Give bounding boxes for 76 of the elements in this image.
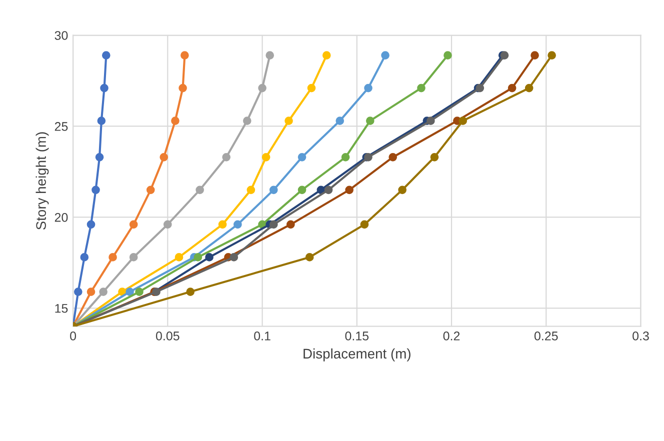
point xyxy=(286,220,295,229)
point xyxy=(205,253,214,262)
point xyxy=(246,186,256,194)
point xyxy=(186,288,195,296)
point xyxy=(426,116,435,125)
point xyxy=(135,288,144,296)
point xyxy=(196,186,204,194)
point xyxy=(129,253,138,262)
point xyxy=(305,253,314,262)
point xyxy=(322,51,331,60)
point xyxy=(180,51,189,60)
point xyxy=(307,84,316,92)
point xyxy=(129,220,138,229)
point xyxy=(100,84,108,92)
point xyxy=(269,186,278,194)
point xyxy=(92,186,100,194)
y-axis-title: Story height (m) xyxy=(36,132,49,230)
point xyxy=(341,152,350,162)
point xyxy=(146,186,155,194)
y-tick-label: 30 xyxy=(54,31,68,40)
x-tick-label: 0.2 xyxy=(443,332,460,340)
point xyxy=(360,220,369,229)
point xyxy=(364,84,372,92)
point xyxy=(381,51,390,60)
point xyxy=(262,152,270,162)
point xyxy=(86,220,96,229)
point xyxy=(324,186,333,194)
point xyxy=(269,220,278,229)
point xyxy=(174,253,184,262)
point xyxy=(258,84,266,92)
point xyxy=(163,220,172,229)
x-axis-title: Displacement (m) xyxy=(304,348,410,362)
x-tick-label: 0.05 xyxy=(156,332,180,340)
point xyxy=(234,220,242,229)
x-tick-label: 0.25 xyxy=(534,332,558,340)
point xyxy=(298,152,306,162)
point xyxy=(99,288,108,296)
point xyxy=(242,116,252,125)
point xyxy=(284,116,293,125)
x-tick-label: 0.15 xyxy=(345,332,369,340)
point xyxy=(230,253,238,262)
point xyxy=(458,116,468,125)
y-tick-label: 20 xyxy=(54,212,68,222)
y-tick-label: 15 xyxy=(55,304,68,313)
point xyxy=(548,51,556,60)
point xyxy=(398,186,406,194)
y-tick-label: 25 xyxy=(54,122,68,131)
point xyxy=(108,253,117,262)
point xyxy=(74,288,82,296)
point xyxy=(417,84,426,92)
point xyxy=(266,51,274,60)
point xyxy=(508,84,516,92)
x-tick-label: 0 xyxy=(70,332,76,340)
point xyxy=(430,152,439,162)
x-tick-label: 0.1 xyxy=(254,332,270,340)
point xyxy=(97,116,106,125)
point xyxy=(218,220,227,229)
point xyxy=(524,84,534,92)
point xyxy=(126,288,134,296)
point xyxy=(171,116,180,125)
point xyxy=(530,51,539,60)
point xyxy=(298,186,306,194)
point xyxy=(444,51,452,60)
point xyxy=(86,288,96,296)
point xyxy=(95,152,104,162)
point xyxy=(178,84,187,92)
point xyxy=(366,116,374,125)
point xyxy=(102,51,110,60)
point xyxy=(388,152,398,162)
point xyxy=(160,152,168,162)
point xyxy=(336,116,344,125)
point xyxy=(345,186,354,194)
point xyxy=(222,152,230,162)
point xyxy=(194,253,202,262)
x-tick-label: 0.3 xyxy=(632,332,649,340)
point xyxy=(80,253,89,262)
